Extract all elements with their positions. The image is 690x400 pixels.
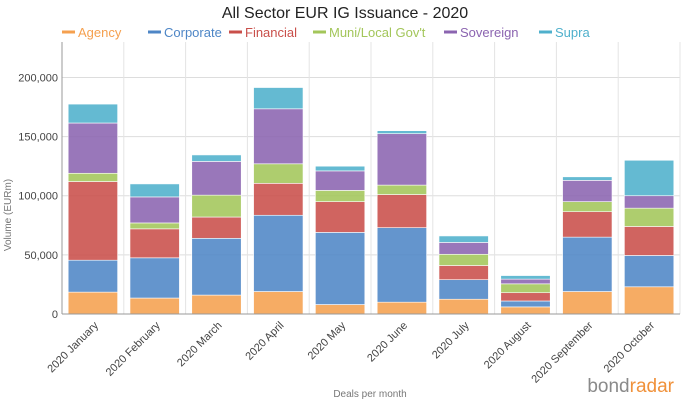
legend-item-agency[interactable]: Agency bbox=[62, 25, 122, 40]
bar-sovereign-2020-april[interactable] bbox=[253, 108, 304, 165]
bar-supra-2020-august[interactable] bbox=[500, 275, 551, 280]
bar-corporate-2020-june[interactable] bbox=[376, 227, 427, 303]
bar-muni-local-gov-t-2020-may[interactable] bbox=[315, 190, 366, 202]
bar-supra-2020-may[interactable] bbox=[315, 165, 366, 172]
bar-agency-2020-february[interactable] bbox=[129, 297, 180, 315]
bar-sovereign-2020-february[interactable] bbox=[129, 196, 180, 224]
bar-financial-2020-july[interactable] bbox=[438, 265, 489, 281]
bar-financial-2020-march[interactable] bbox=[191, 216, 242, 239]
legend: Agency Corporate Financial Muni/Local Gov't… bbox=[62, 25, 590, 40]
bar-financial-2020-august[interactable] bbox=[500, 292, 551, 302]
legend-item-supra[interactable]: Supra bbox=[539, 25, 590, 40]
legend-label: Supra bbox=[555, 25, 590, 40]
bar-agency-2020-march[interactable] bbox=[191, 294, 242, 315]
legend-label: Agency bbox=[78, 25, 122, 40]
bar-muni-local-gov-t-2020-july[interactable] bbox=[438, 253, 489, 266]
y-tick-label: 200,000 bbox=[18, 72, 58, 84]
axes bbox=[61, 42, 680, 315]
bar-financial-2020-january[interactable] bbox=[67, 181, 118, 261]
bar-agency-2020-july[interactable] bbox=[438, 298, 489, 315]
legend-label: Muni/Local Gov't bbox=[329, 25, 426, 40]
legend-item-muni-local-gov-t[interactable]: Muni/Local Gov't bbox=[313, 25, 426, 40]
x-tick-label: 2020 March bbox=[175, 320, 225, 370]
bar-muni-local-gov-t-2020-march[interactable] bbox=[191, 194, 242, 218]
bar-agency-2020-may[interactable] bbox=[315, 304, 366, 315]
bar-financial-2020-may[interactable] bbox=[315, 201, 366, 233]
bar-corporate-2020-march[interactable] bbox=[191, 238, 242, 296]
bar-corporate-2020-october[interactable] bbox=[624, 255, 675, 288]
bar-sovereign-2020-july[interactable] bbox=[438, 242, 489, 255]
legend-label: Corporate bbox=[164, 25, 222, 40]
bar-supra-2020-september[interactable] bbox=[562, 176, 613, 181]
bars bbox=[67, 87, 675, 315]
bar-muni-local-gov-t-2020-january[interactable] bbox=[67, 172, 118, 182]
bar-financial-2020-june[interactable] bbox=[376, 194, 427, 228]
bar-supra-2020-june[interactable] bbox=[376, 130, 427, 134]
bar-financial-2020-february[interactable] bbox=[129, 228, 180, 259]
y-axis-label: Volume (EURm) bbox=[3, 179, 14, 251]
legend-item-corporate[interactable]: Corporate bbox=[148, 25, 222, 40]
x-tick-label: 2020 January bbox=[45, 319, 101, 375]
bar-muni-local-gov-t-2020-september[interactable] bbox=[562, 201, 613, 213]
bar-supra-2020-october[interactable] bbox=[624, 159, 675, 197]
bar-muni-local-gov-t-2020-october[interactable] bbox=[624, 207, 675, 227]
x-tick-label: 2020 May bbox=[306, 319, 349, 362]
bar-supra-2020-april[interactable] bbox=[253, 87, 304, 110]
bar-sovereign-2020-october[interactable] bbox=[624, 195, 675, 209]
bar-sovereign-2020-august[interactable] bbox=[500, 278, 551, 285]
x-tick-label: 2020 June bbox=[365, 320, 410, 365]
bar-agency-2020-august[interactable] bbox=[500, 306, 551, 315]
y-tick-label: 150,000 bbox=[18, 132, 58, 144]
bar-corporate-2020-july[interactable] bbox=[438, 279, 489, 300]
bar-sovereign-2020-may[interactable] bbox=[315, 170, 366, 191]
bar-sovereign-2020-january[interactable] bbox=[67, 122, 118, 174]
brand-logo-part1: bond bbox=[587, 376, 629, 397]
bar-muni-local-gov-t-2020-august[interactable] bbox=[500, 283, 551, 294]
bar-financial-2020-september[interactable] bbox=[562, 211, 613, 238]
bar-sovereign-2020-march[interactable] bbox=[191, 161, 242, 196]
bar-financial-2020-october[interactable] bbox=[624, 226, 675, 256]
x-tick-label: 2020 October bbox=[602, 319, 658, 375]
y-tick-label: 50,000 bbox=[24, 250, 58, 262]
legend-item-financial[interactable]: Financial bbox=[229, 25, 297, 40]
y-tick-label: 0 bbox=[52, 309, 58, 321]
bar-financial-2020-april[interactable] bbox=[253, 183, 304, 216]
x-tick-label: 2020 April bbox=[243, 320, 286, 363]
bar-agency-2020-october[interactable] bbox=[624, 286, 675, 315]
legend-label: Financial bbox=[245, 25, 297, 40]
bar-agency-2020-september[interactable] bbox=[562, 291, 613, 315]
bar-agency-2020-april[interactable] bbox=[253, 291, 304, 315]
bar-supra-2020-february[interactable] bbox=[129, 183, 180, 198]
bar-supra-2020-january[interactable] bbox=[67, 103, 118, 124]
bar-muni-local-gov-t-2020-june[interactable] bbox=[376, 184, 427, 195]
bar-muni-local-gov-t-2020-april[interactable] bbox=[253, 163, 304, 184]
legend-label: Sovereign bbox=[460, 25, 519, 40]
bar-sovereign-2020-september[interactable] bbox=[562, 180, 613, 202]
y-tick-labels: 0 50,000 100,000 150,000 200,000 bbox=[18, 72, 58, 321]
legend-item-sovereign[interactable]: Sovereign bbox=[444, 25, 519, 40]
x-axis-label: Deals per month bbox=[333, 389, 406, 400]
bar-supra-2020-july[interactable] bbox=[438, 235, 489, 243]
bar-agency-2020-january[interactable] bbox=[67, 291, 118, 315]
bar-sovereign-2020-june[interactable] bbox=[376, 133, 427, 186]
y-tick-label: 100,000 bbox=[18, 191, 58, 203]
x-tick-label: 2020 February bbox=[104, 319, 163, 378]
bar-agency-2020-june[interactable] bbox=[376, 301, 427, 315]
bar-corporate-2020-september[interactable] bbox=[562, 236, 613, 292]
bar-corporate-2020-may[interactable] bbox=[315, 232, 366, 305]
chart-title: All Sector EUR IG Issuance - 2020 bbox=[222, 5, 468, 22]
brand-logo-part2: radar bbox=[630, 376, 675, 397]
x-tick-label: 2020 August bbox=[482, 320, 534, 372]
bar-supra-2020-march[interactable] bbox=[191, 154, 242, 162]
brand-logo: bondradar bbox=[587, 376, 674, 397]
x-tick-label: 2020 July bbox=[430, 319, 472, 361]
bar-corporate-2020-february[interactable] bbox=[129, 257, 180, 299]
bar-corporate-2020-april[interactable] bbox=[253, 214, 304, 292]
x-tick-labels: 2020 January 2020 February 2020 March 2020 … bbox=[45, 319, 657, 385]
bar-corporate-2020-january[interactable] bbox=[67, 259, 118, 293]
x-tick-label: 2020 September bbox=[529, 319, 595, 385]
bar-muni-local-gov-t-2020-february[interactable] bbox=[129, 222, 180, 230]
bar-corporate-2020-august[interactable] bbox=[500, 300, 551, 308]
